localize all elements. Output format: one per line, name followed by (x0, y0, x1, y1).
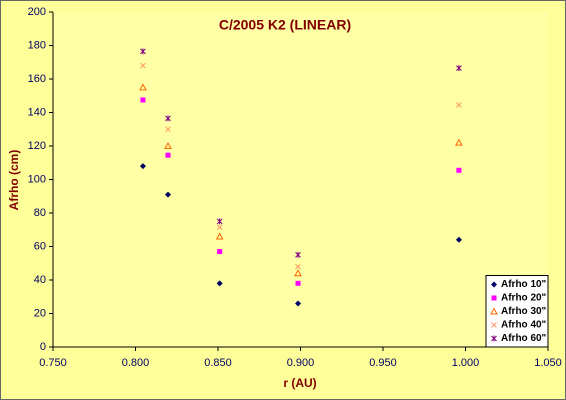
point (491, 335, 497, 342)
legend-label: Afrho 10" (501, 279, 547, 290)
x-tick-label: 0.950 (369, 357, 397, 369)
y-tick-label: 80 (34, 207, 46, 219)
y-tick-label: 160 (28, 73, 46, 85)
point (456, 102, 462, 108)
x-tick-label: 0.850 (204, 357, 232, 369)
point (216, 218, 223, 225)
point (165, 191, 172, 198)
y-axis-label: Afrho (cm) (7, 150, 21, 211)
y-tick-label: 180 (28, 39, 46, 51)
x-tick-label: 1.000 (452, 357, 480, 369)
y-tick-label: 20 (34, 307, 46, 319)
point (165, 126, 171, 133)
point (165, 115, 171, 122)
point (491, 295, 497, 301)
point (140, 62, 146, 69)
point (455, 138, 463, 146)
y-tick-label: 60 (34, 240, 46, 252)
legend-label: Afrho 30" (501, 306, 547, 317)
point (456, 167, 462, 173)
point (139, 163, 146, 170)
point (295, 280, 301, 286)
x-tick-label: 1.050 (534, 357, 562, 369)
point (491, 322, 497, 328)
point (215, 232, 224, 240)
point (140, 48, 146, 55)
point (217, 249, 223, 255)
x-tick-label: 0.800 (122, 357, 150, 369)
y-tick-label: 0 (40, 341, 46, 353)
point (456, 65, 462, 72)
point (295, 251, 301, 258)
point (216, 224, 223, 231)
legend (485, 275, 549, 348)
y-tick-label: 140 (28, 106, 46, 118)
point (139, 83, 147, 91)
y-tick-label: 120 (28, 140, 46, 152)
point (165, 152, 171, 158)
x-tick-label: 0.900 (287, 357, 315, 369)
y-tick-label: 200 (28, 6, 46, 18)
chart-title: C/2005 K2 (LINEAR) (219, 17, 351, 33)
legend-label: Afrho 60" (501, 333, 547, 344)
x-tick-label: 0.750 (39, 357, 67, 369)
legend-label: Afrho 40" (501, 320, 547, 331)
point (295, 300, 302, 307)
point (295, 263, 301, 270)
point (140, 97, 146, 103)
x-axis-label: r (AU) (283, 376, 316, 390)
point (455, 236, 462, 243)
point (490, 307, 498, 315)
point (216, 280, 223, 287)
point (491, 281, 497, 288)
point (164, 141, 172, 149)
legend-label: Afrho 20" (501, 293, 547, 304)
y-tick-label: 100 (28, 173, 46, 185)
point (294, 269, 302, 277)
plot-area (53, 12, 548, 347)
y-tick-label: 40 (34, 274, 46, 286)
